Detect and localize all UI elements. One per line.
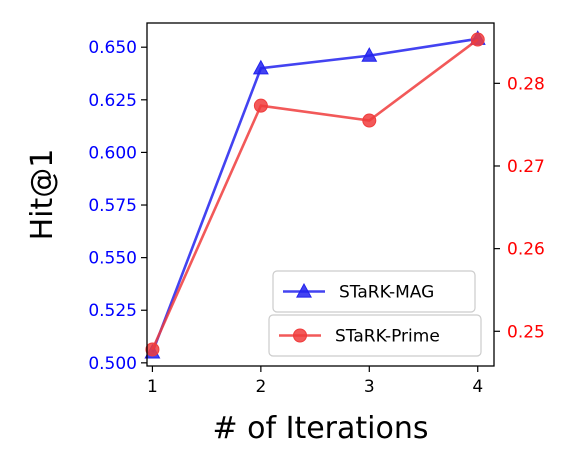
- data-point: [361, 47, 378, 62]
- series-stark-prime: [145, 32, 485, 357]
- right-y-tick-label: 0.27: [507, 157, 545, 177]
- left-y-tick-label: 0.650: [88, 38, 137, 58]
- left-y-tick-label: 0.575: [88, 196, 137, 216]
- x-tick-label: 1: [147, 377, 158, 397]
- series-line: [151, 37, 478, 353]
- legend: STaRK-MAG STaRK-Prime: [268, 270, 482, 357]
- data-point: [145, 342, 160, 357]
- y-axis-label: Hit@1: [25, 149, 60, 241]
- data-point: [252, 59, 269, 75]
- plot-frame: [146, 22, 495, 367]
- series-line: [151, 38, 479, 350]
- legend-item: STaRK-MAG: [272, 270, 476, 313]
- legend-marker: [293, 328, 307, 343]
- right-y-tick-label: 0.28: [507, 74, 545, 94]
- legend-label: STaRK-Prime: [335, 327, 440, 347]
- left-y-tick-label: 0.500: [88, 354, 137, 374]
- left-y-tick-label: 0.525: [88, 301, 137, 321]
- data-point: [253, 98, 268, 113]
- series-layer: [144, 30, 486, 359]
- left-y-tick-label: 0.600: [88, 143, 137, 163]
- ticks-layer: 1 2 3 4 0.500 0.525 0.550 0.575 0.600 0.625 0.650 0…: [88, 38, 545, 397]
- x-tick-label: 2: [255, 377, 266, 397]
- legend-marker: [296, 282, 312, 298]
- legend-label: STaRK-MAG: [339, 283, 434, 303]
- legend-item: STaRK-Prime: [268, 314, 482, 357]
- data-point: [470, 32, 485, 47]
- right-y-tick-label: 0.25: [507, 322, 545, 342]
- x-tick-label: 3: [364, 377, 375, 397]
- left-y-tick-label: 0.550: [88, 249, 137, 269]
- data-point: [362, 113, 377, 128]
- right-y-tick-label: 0.26: [507, 240, 545, 260]
- x-axis-label: # of Iterations: [212, 411, 428, 446]
- x-tick-label: 4: [472, 377, 483, 397]
- left-y-tick-label: 0.625: [88, 91, 137, 111]
